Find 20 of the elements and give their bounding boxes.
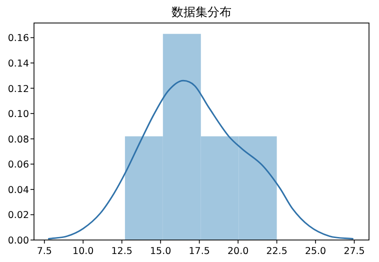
line-series [48,80,354,240]
x-tick-label: 17.5 [188,246,210,257]
y-tick-label: 0.08 [8,134,29,146]
x-tick-label: 20.0 [227,246,249,257]
y-tick-label: 0.10 [8,109,29,120]
x-tick-label: 22.5 [266,246,288,257]
y-tick-label: 0.02 [8,210,29,222]
y-tick-label: 0.04 [8,184,29,196]
x-tick-label: 27.5 [344,246,365,257]
x-tick-label: 15.0 [150,246,172,257]
y-tick-label: 0.06 [8,160,29,171]
x-tick-label: 25.0 [304,246,326,257]
y-tick-label: 0.00 [8,236,29,246]
y-tick-label: 0.14 [8,58,29,70]
x-tick-label: 12.5 [111,246,132,257]
x-tick-label: 10.0 [72,246,94,257]
chart-title: 数据集分布 [172,5,232,19]
x-tick-label: 7.5 [36,246,52,257]
y-tick-label: 0.16 [8,33,29,44]
y-tick-label: 0.12 [8,84,29,95]
